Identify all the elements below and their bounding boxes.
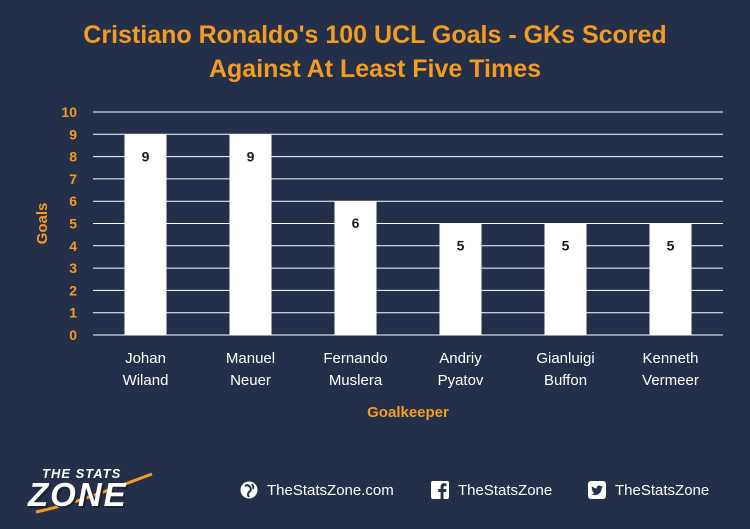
chart-title-line-1: Cristiano Ronaldo's 100 UCL Goals - GKs … xyxy=(83,21,667,49)
footer: THE STATS ZONE TheStatsZone.com TheStats… xyxy=(0,462,750,522)
bar xyxy=(439,223,482,335)
data-label: 9 xyxy=(142,148,150,164)
y-tick-label: 10 xyxy=(61,104,77,120)
logo-swoosh-icon xyxy=(35,472,153,514)
x-tick-label: Fernando xyxy=(323,350,387,367)
twitter-icon xyxy=(587,480,607,500)
globe-icon xyxy=(239,480,259,500)
logo-text-big: ZONE xyxy=(28,476,128,513)
x-tick-label: Buffon xyxy=(544,372,587,389)
y-tick-label: 0 xyxy=(69,327,77,343)
data-label: 6 xyxy=(352,215,360,231)
y-axis-title: Goals xyxy=(34,203,51,245)
data-label: 5 xyxy=(667,238,675,254)
chart-title: Cristiano Ronaldo's 100 UCL Goals - GKs … xyxy=(0,18,750,86)
x-tick-label: Vermeer xyxy=(642,372,699,389)
data-label: 5 xyxy=(562,238,570,254)
y-tick-label: 1 xyxy=(69,305,77,321)
x-axis-title: Goalkeeper xyxy=(367,404,449,421)
x-tick-label: Neuer xyxy=(230,372,271,389)
x-tick-label: Gianluigi xyxy=(536,350,594,367)
chart-title-line-2: Against At Least Five Times xyxy=(208,55,542,83)
y-tick-label: 2 xyxy=(69,282,77,298)
x-tick-label: Manuel xyxy=(226,350,275,367)
bar xyxy=(544,223,587,335)
facebook-link[interactable]: TheStatsZone xyxy=(430,480,552,500)
x-tick-label: Andriy xyxy=(439,350,482,367)
bar xyxy=(229,134,272,335)
y-tick-label: 9 xyxy=(69,126,77,142)
y-tick-label: 7 xyxy=(69,171,77,187)
bar xyxy=(649,223,692,335)
bar xyxy=(124,134,167,335)
facebook-icon xyxy=(430,480,450,500)
data-label: 5 xyxy=(457,238,465,254)
x-tick-label: Wiland xyxy=(123,372,169,389)
data-label: 9 xyxy=(247,148,255,164)
y-tick-label: 3 xyxy=(69,260,77,276)
bar xyxy=(334,201,377,335)
y-tick-label: 8 xyxy=(69,149,77,165)
stats-zone-logo: THE STATS ZONE xyxy=(28,466,158,516)
website-label: TheStatsZone.com xyxy=(267,481,394,499)
twitter-label: TheStatsZone xyxy=(615,481,710,499)
x-tick-label: Muslera xyxy=(329,372,383,389)
x-tick-label: Kenneth xyxy=(643,350,699,367)
twitter-link[interactable]: TheStatsZone xyxy=(587,480,709,500)
website-link[interactable]: TheStatsZone.com xyxy=(239,480,394,500)
logo-text-small: THE STATS xyxy=(42,466,122,481)
x-tick-label: Pyatov xyxy=(438,372,484,389)
y-tick-label: 5 xyxy=(69,216,77,232)
y-tick-label: 6 xyxy=(69,193,77,209)
facebook-label: TheStatsZone xyxy=(458,481,553,499)
x-tick-label: Johan xyxy=(125,350,166,367)
y-tick-label: 4 xyxy=(69,238,77,254)
